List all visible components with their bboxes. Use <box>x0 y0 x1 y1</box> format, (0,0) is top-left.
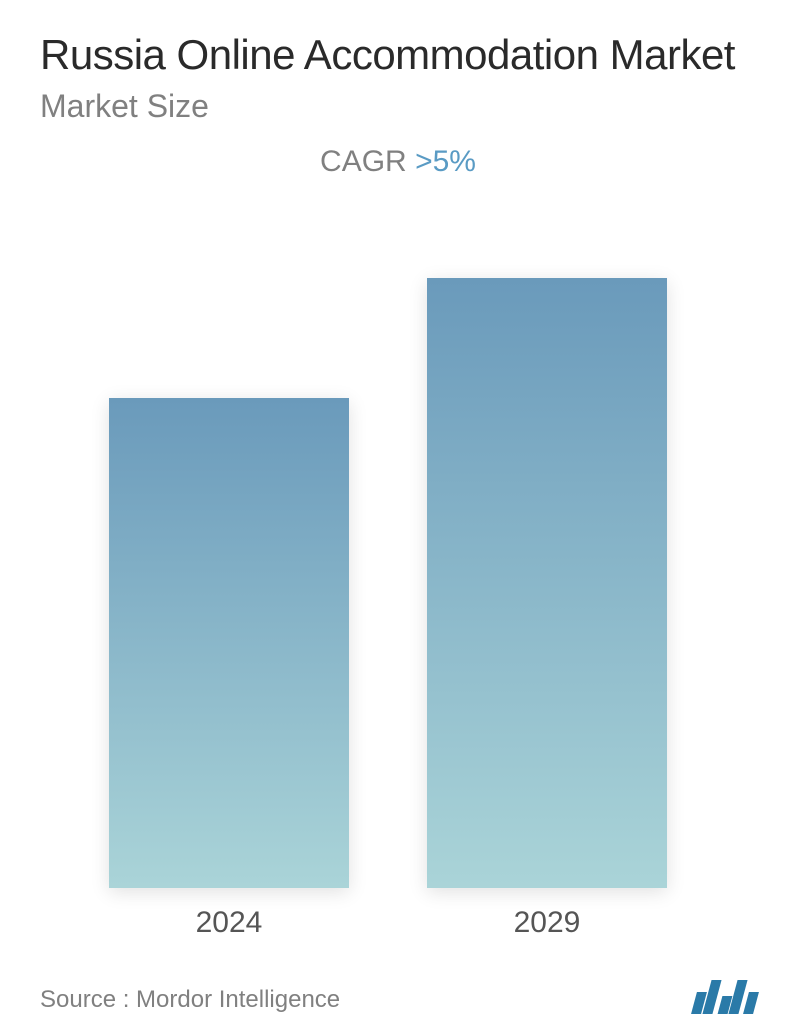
bar-label-2029: 2029 <box>514 906 581 940</box>
bar-group-2024: 2024 <box>109 398 349 940</box>
logo-bar-icon <box>743 992 759 1014</box>
chart-subtitle: Market Size <box>40 88 756 125</box>
footer: Source : Mordor Intelligence <box>40 960 756 1014</box>
brand-logo-icon <box>694 980 756 1014</box>
bar-2024 <box>109 398 349 888</box>
cagr-row: CAGR >5% <box>40 145 756 179</box>
bar-group-2029: 2029 <box>427 278 667 940</box>
chart-title: Russia Online Accommodation Market <box>40 30 756 80</box>
bar-2029 <box>427 278 667 888</box>
bar-label-2024: 2024 <box>196 906 263 940</box>
chart-container: Russia Online Accommodation Market Marke… <box>0 0 796 1034</box>
cagr-value: >5% <box>415 145 476 178</box>
cagr-label: CAGR <box>320 145 415 178</box>
source-text: Source : Mordor Intelligence <box>40 986 340 1014</box>
chart-area: 2024 2029 <box>40 219 756 940</box>
